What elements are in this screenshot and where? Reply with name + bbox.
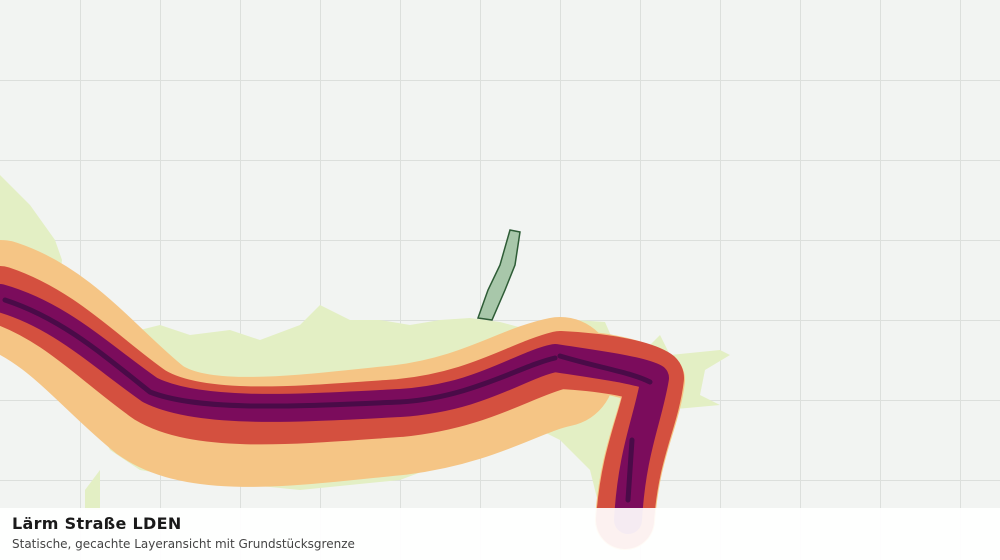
layer-title: Lärm Straße LDEN (12, 514, 182, 533)
noise-bands (0, 240, 685, 550)
noise-zone-extreme (2, 297, 653, 503)
parcel-boundary (476, 229, 521, 321)
layer-subtitle: Statische, gecachte Layeransicht mit Gru… (12, 537, 355, 551)
noise-zone-low (85, 470, 100, 510)
info-panel: Lärm Straße LDEN Statische, gecachte Lay… (0, 508, 1000, 560)
